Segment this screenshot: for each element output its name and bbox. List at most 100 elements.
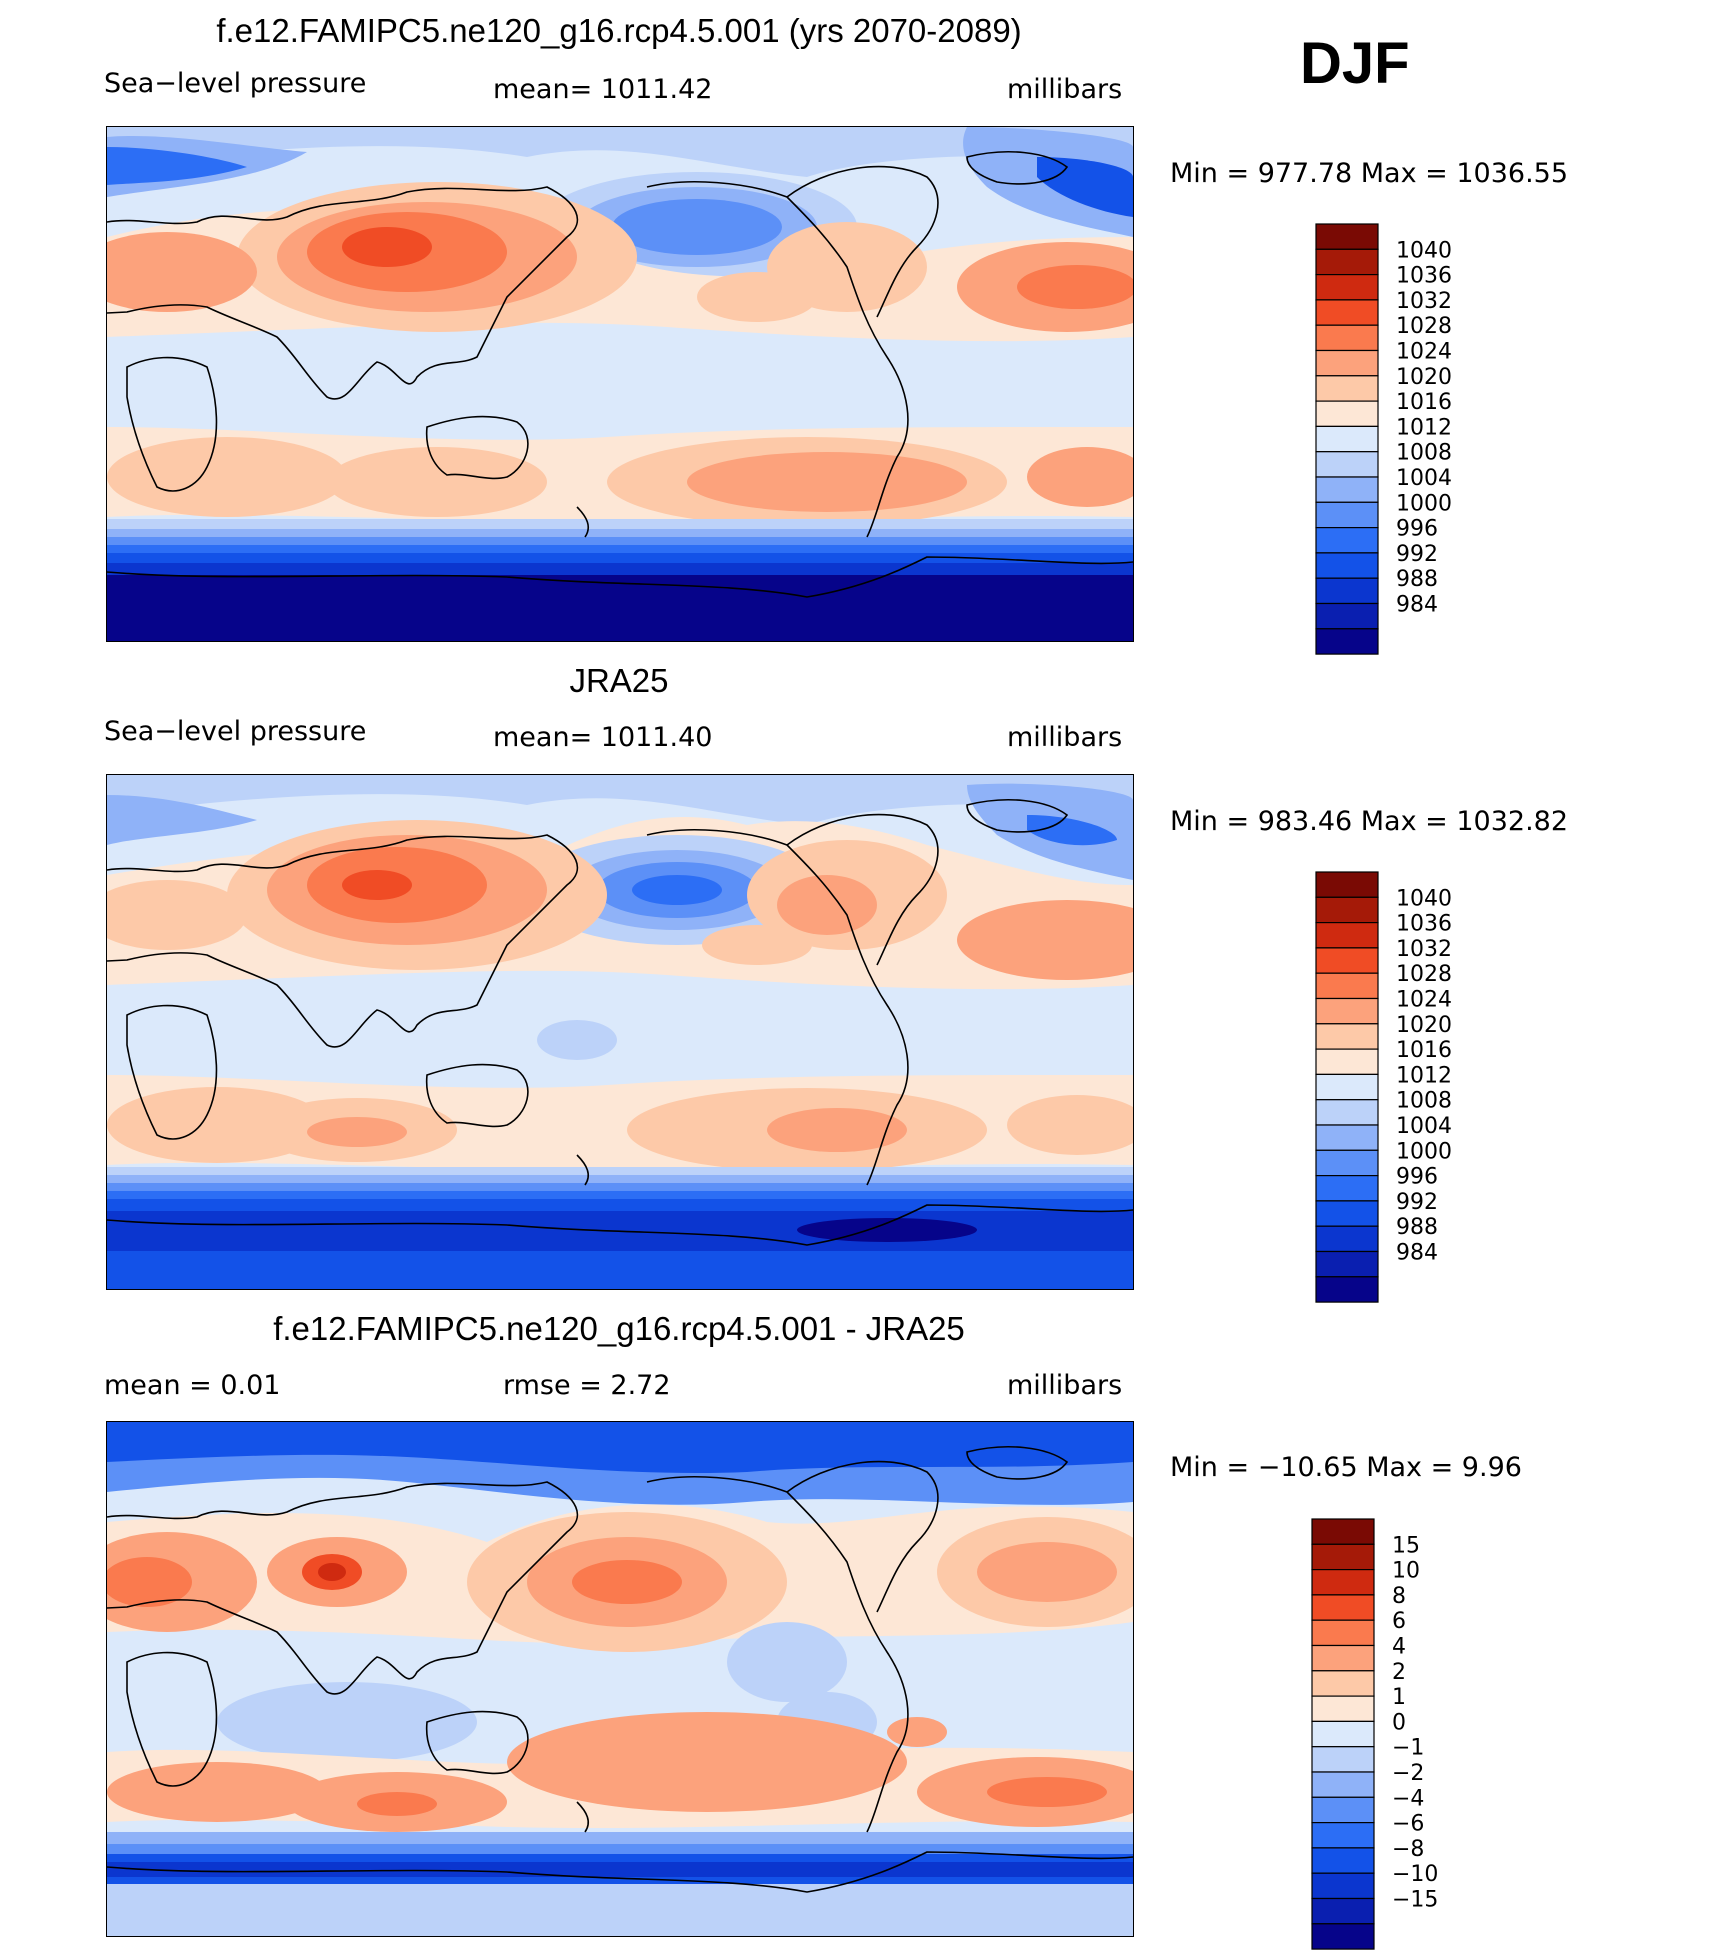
- legend-color-box: [1311, 1594, 1375, 1621]
- legend-color-box: [1311, 1518, 1375, 1545]
- legend-color-box: [1315, 577, 1379, 605]
- legend-color-box: [1315, 248, 1379, 276]
- panel-3-region-sh-pacific: [507, 1712, 907, 1812]
- legend-tick-label: −15: [1392, 1888, 1438, 1913]
- legend-tick-label: 992: [1396, 542, 1438, 567]
- legend-svg: 1040103610321028102410201016101210081004…: [1315, 223, 1452, 655]
- legend-tick-label: 984: [1396, 1241, 1438, 1266]
- panel-1-units-label: millibars: [1007, 74, 1123, 105]
- legend-svg: 1040103610321028102410201016101210081004…: [1315, 871, 1452, 1303]
- legend-color-box: [1315, 324, 1379, 352]
- panel-2-region-sh-high-atlantic: [1007, 1095, 1133, 1155]
- panel-1-region-siberian-peak: [342, 227, 432, 267]
- legend-color-box: [1315, 451, 1379, 478]
- legend-tick-label: 1028: [1396, 962, 1452, 987]
- panel-3-region-central-america: [727, 1622, 847, 1702]
- panel-2-minmax: Min = 983.46 Max = 1032.82: [1170, 806, 1569, 837]
- panel-3-title: f.e12.FAMIPC5.ne120_g16.rcp4.5.001 - JRA…: [273, 1310, 965, 1347]
- panel-2-mean-label: mean= 1011.40: [493, 722, 713, 753]
- legend-color-box: [1315, 1124, 1379, 1151]
- legend-color-box: [1311, 1746, 1375, 1773]
- legend-tick-label: 1000: [1396, 1139, 1452, 1164]
- legend-tick-label: 1040: [1396, 886, 1452, 911]
- legend-tick-label: 10: [1392, 1559, 1420, 1584]
- legend-color-box: [1311, 1543, 1375, 1571]
- legend-tick-label: −1: [1392, 1736, 1424, 1761]
- legend-tick-label: −4: [1392, 1786, 1424, 1811]
- panel-1-title: f.e12.FAMIPC5.ne120_g16.rcp4.5.001 (yrs …: [216, 12, 1022, 49]
- legend-color-box: [1315, 1225, 1379, 1253]
- legend-color-box: [1315, 527, 1379, 554]
- legend-tick-label: −10: [1392, 1862, 1438, 1887]
- legend-tick-label: 8: [1392, 1584, 1406, 1609]
- legend-color-box: [1315, 1200, 1379, 1227]
- legend-color-box: [1315, 1250, 1379, 1278]
- panel-3-region-sh-atlantic-core: [987, 1777, 1107, 1807]
- panel-2-map: [106, 774, 1134, 1290]
- legend-color-box: [1311, 1872, 1375, 1900]
- legend-tick-label: 1036: [1396, 912, 1452, 937]
- legend-color-box: [1311, 1670, 1375, 1697]
- legend-tick-label: 1012: [1396, 1063, 1452, 1088]
- panel-2-region-npacific-high: [702, 925, 812, 965]
- legend-tick-label: 1008: [1396, 1089, 1452, 1114]
- panel-3-region-indian-low: [217, 1682, 477, 1762]
- legend-color-box: [1315, 476, 1379, 503]
- legend-color-box: [1311, 1796, 1375, 1824]
- panel-1-region-iceland-core-west: [107, 147, 247, 185]
- legend-color-box: [1315, 871, 1379, 898]
- legend-tick-label: 1004: [1396, 1114, 1452, 1139]
- panel-3-mean-label: mean = 0.01: [104, 1370, 281, 1401]
- panel-1-map: [106, 126, 1134, 642]
- legend-tick-label: 15: [1392, 1533, 1420, 1558]
- legend-color-box: [1315, 1276, 1379, 1303]
- legend-color-box: [1311, 1897, 1375, 1925]
- panel-3-region-arctic-core: [107, 1422, 1133, 1474]
- panel-1-legend: 1040 1036 1032 1028 1024 1020 1016 1012 1008 1004…: [1315, 223, 1506, 659]
- legend-tick-label: 996: [1396, 1165, 1438, 1190]
- panel-1-variable-label: Sea−level pressure: [104, 68, 367, 99]
- legend-color-box: [1311, 1771, 1375, 1798]
- panel-1-region-europe-high: [107, 232, 257, 312]
- panel-1-region-sh-high-pacific-core: [687, 452, 967, 512]
- panel-1-region-sh-high-indian: [327, 447, 547, 517]
- panel-3-coastlines: [107, 1446, 1133, 1893]
- panel-2-region-sh-high-pacific-core: [767, 1108, 907, 1152]
- panel-2-region-iceland-west: [107, 795, 257, 845]
- legend-color-box: [1311, 1847, 1375, 1874]
- panel-3-region-npacific-core: [572, 1560, 682, 1604]
- legend-color-box: [1311, 1619, 1375, 1647]
- legend-color-box: [1315, 947, 1379, 974]
- panel-1-region-arctic: [107, 127, 1133, 177]
- legend-color-box: [1315, 349, 1379, 377]
- legend-tick-label: 1040: [1396, 238, 1452, 263]
- panel-2-map-svg: [107, 775, 1133, 1289]
- legend-tick-label: 1000: [1396, 491, 1452, 516]
- legend-color-box: [1315, 997, 1379, 1025]
- legend-tick-label: 1: [1392, 1685, 1406, 1710]
- legend-color-box: [1311, 1644, 1375, 1672]
- panel-3-units-label: millibars: [1007, 1370, 1123, 1401]
- legend-color-box: [1315, 273, 1379, 301]
- panel-2-region-aleutian-peak-2: [632, 875, 722, 905]
- panel-2-region-arctic: [107, 775, 1133, 825]
- legend-tick-label: 1028: [1396, 314, 1452, 339]
- legend-color-box: [1315, 896, 1379, 924]
- panel-1-region-sh-high-atlantic: [1027, 447, 1133, 507]
- legend-color-box: [1315, 972, 1379, 1000]
- legend-color-box: [1311, 1822, 1375, 1849]
- legend-tick-label: 2: [1392, 1660, 1406, 1685]
- legend-tick-label: 1016: [1396, 1038, 1452, 1063]
- panel-1-region-sh-high-west: [107, 437, 347, 517]
- legend-tick-label: −6: [1392, 1812, 1424, 1837]
- panel-3-region-so-4: [107, 1862, 1133, 1877]
- season-label: DJF: [1300, 31, 1410, 96]
- legend-tick-label: 1004: [1396, 466, 1452, 491]
- legend-color-box: [1315, 1175, 1379, 1202]
- panel-3-minmax: Min = −10.65 Max = 9.96: [1170, 1452, 1522, 1483]
- panel-2-region-iceland-core: [1027, 815, 1117, 846]
- legend-color-box: [1315, 1149, 1379, 1177]
- panel-2-region-antarctica: [107, 1251, 1133, 1289]
- legend-tick-label: −8: [1392, 1837, 1424, 1862]
